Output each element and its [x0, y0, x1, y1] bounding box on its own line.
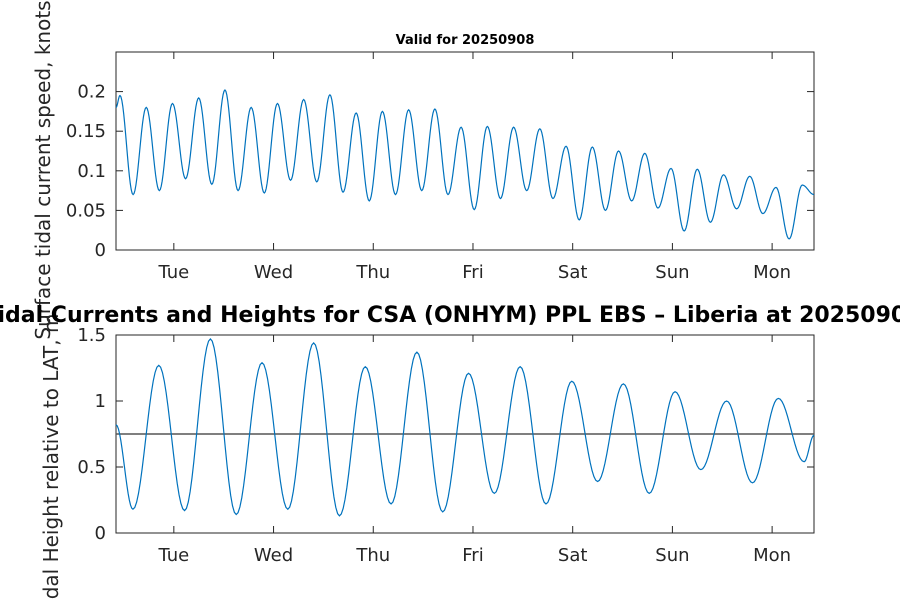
y-tick-label: 0.05	[66, 200, 106, 221]
current-axis-ticks: 0 0.05 0.1 0.15 0.2 Tue Wed Thu Fri Sat Sun Mon	[66, 52, 814, 283]
y-tick-label: 0.15	[66, 121, 106, 142]
tidal-height-series-line	[115, 338, 815, 517]
height-y-axis-label: Tidal Height relative to LAT, m	[39, 314, 63, 600]
x-tick-label: Sun	[655, 545, 689, 566]
current-y-axis-label: Surface tidal current speed, knots	[31, 0, 55, 339]
x-tick-label: Tue	[157, 262, 189, 283]
subplot-title: Valid for 20250908	[396, 33, 535, 48]
current-speed-series-line	[115, 89, 815, 240]
y-tick-label: 0.5	[77, 457, 106, 478]
height-axis-ticks: 0 0.5 1 1.5 Tue Wed Thu Fri Sat Sun Mon	[77, 325, 814, 566]
x-tick-label: Mon	[753, 545, 791, 566]
x-tick-label: Tue	[157, 545, 189, 566]
x-tick-label: Mon	[753, 262, 791, 283]
x-tick-label: Thu	[355, 545, 390, 566]
y-tick-label: 0.2	[77, 82, 106, 103]
y-tick-label: 0	[95, 523, 106, 544]
x-tick-label: Sat	[558, 545, 588, 566]
y-tick-label: 0	[95, 240, 106, 261]
x-tick-label: Wed	[254, 262, 293, 283]
x-tick-label: Wed	[254, 545, 293, 566]
tidal-height-panel: 0 0.5 1 1.5 Tue Wed Thu Fri Sat Sun Mon Tidal Heig…	[39, 314, 815, 600]
y-tick-label: 1	[95, 391, 106, 412]
y-tick-label: 1.5	[77, 325, 106, 346]
x-tick-label: Sun	[655, 262, 689, 283]
x-tick-label: Fri	[462, 262, 483, 283]
main-title: Tidal Currents and Heights for CSA (ONHY…	[0, 303, 900, 328]
x-tick-label: Fri	[462, 545, 483, 566]
x-tick-label: Thu	[355, 262, 390, 283]
current-speed-panel: Valid for 20250908 0 0.05 0.1 0.15 0.2 Tue Wed…	[31, 0, 815, 340]
y-tick-label: 0.1	[77, 161, 106, 182]
x-tick-label: Sat	[558, 262, 588, 283]
